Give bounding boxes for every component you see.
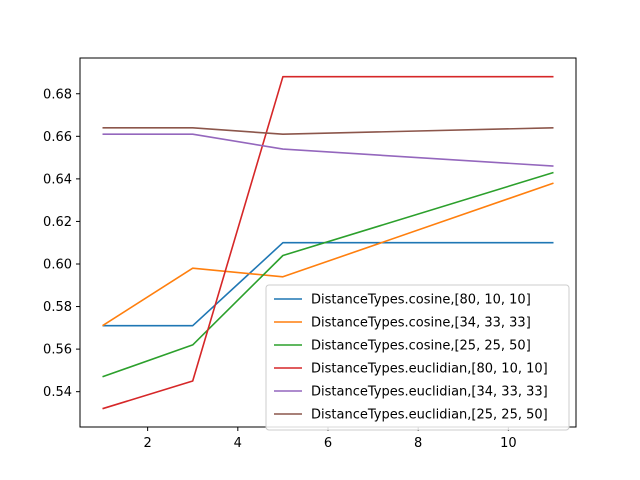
legend: DistanceTypes.cosine,[80, 10, 10] Distanc… (265, 284, 570, 431)
series-layer (102, 75, 554, 410)
x-axis: 2 4 6 8 10 (143, 427, 517, 451)
x-tick-label: 8 (414, 436, 422, 451)
y-tick-label: 0.68 (43, 87, 72, 102)
legend-label: DistanceTypes.cosine,[34, 33, 33] (311, 316, 531, 331)
legend-label: DistanceTypes.cosine,[25, 25, 50] (311, 339, 531, 354)
series-line-5 (102, 133, 554, 167)
legend-label: DistanceTypes.euclidian,[80, 10, 10] (311, 362, 548, 377)
x-tick-label: 6 (324, 436, 332, 451)
y-tick-label: 0.62 (43, 215, 72, 230)
y-tick-label: 0.66 (43, 130, 72, 145)
y-tick-label: 0.56 (43, 343, 72, 358)
x-tick-label: 2 (143, 436, 151, 451)
legend-label: DistanceTypes.euclidian,[25, 25, 50] (311, 408, 548, 423)
y-tick-label: 0.64 (43, 172, 72, 187)
series-line-4 (102, 75, 554, 410)
legend-label: DistanceTypes.euclidian,[34, 33, 33] (311, 385, 548, 400)
y-tick-label: 0.54 (43, 385, 72, 400)
x-tick-label: 4 (234, 436, 242, 451)
x-tick-label: 10 (500, 436, 517, 451)
y-axis: 0.54 0.56 0.58 0.60 0.62 0.64 0.66 0.68 (43, 87, 80, 400)
y-tick-label: 0.60 (43, 257, 72, 272)
series-line-2 (102, 182, 554, 327)
y-tick-label: 0.58 (43, 300, 72, 315)
series-line-3 (102, 171, 554, 378)
legend-label: DistanceTypes.cosine,[80, 10, 10] (311, 293, 531, 308)
series-line-6 (102, 127, 554, 135)
legend-box (265, 284, 570, 431)
series-line-1 (102, 241, 554, 327)
